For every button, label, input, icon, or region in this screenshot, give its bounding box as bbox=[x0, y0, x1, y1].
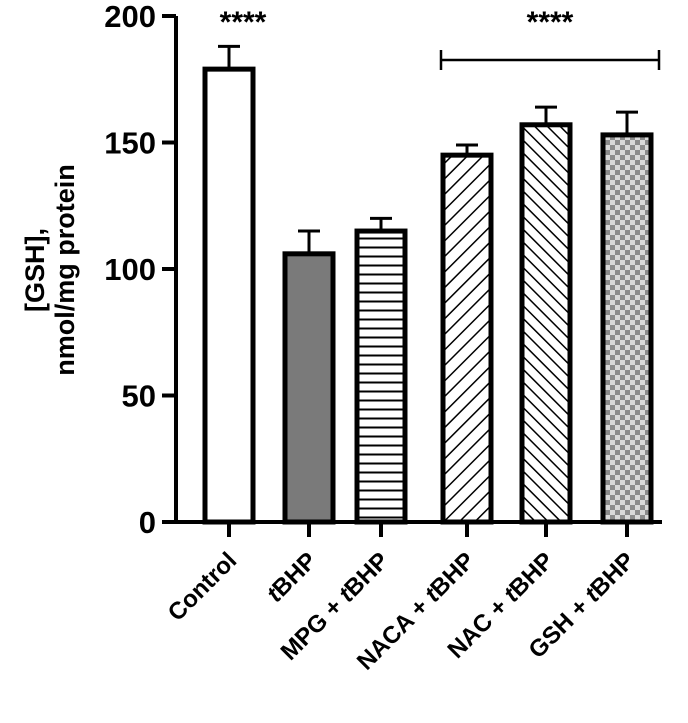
significance-label: **** bbox=[220, 6, 267, 39]
y-tick-label: 0 bbox=[139, 505, 156, 540]
y-axis-label: [GSH], bbox=[20, 228, 50, 312]
bar bbox=[202, 66, 256, 525]
bars bbox=[202, 44, 654, 525]
x-tick-label: tBHP bbox=[262, 547, 323, 608]
bar bbox=[519, 122, 573, 525]
bar bbox=[600, 132, 654, 525]
y-tick-label: 100 bbox=[104, 252, 156, 287]
y-tick-label: 50 bbox=[122, 379, 156, 414]
significance-label: **** bbox=[527, 6, 574, 39]
bar bbox=[440, 152, 494, 525]
significance-annotations: **** **** bbox=[220, 6, 661, 70]
bar bbox=[282, 251, 336, 525]
y-axis-label: nmol/mg protein bbox=[50, 164, 80, 376]
x-tick-label: Control bbox=[163, 547, 242, 626]
y-tick-label: 150 bbox=[104, 126, 156, 161]
bar bbox=[354, 228, 408, 525]
y-tick-label: 200 bbox=[104, 0, 156, 34]
